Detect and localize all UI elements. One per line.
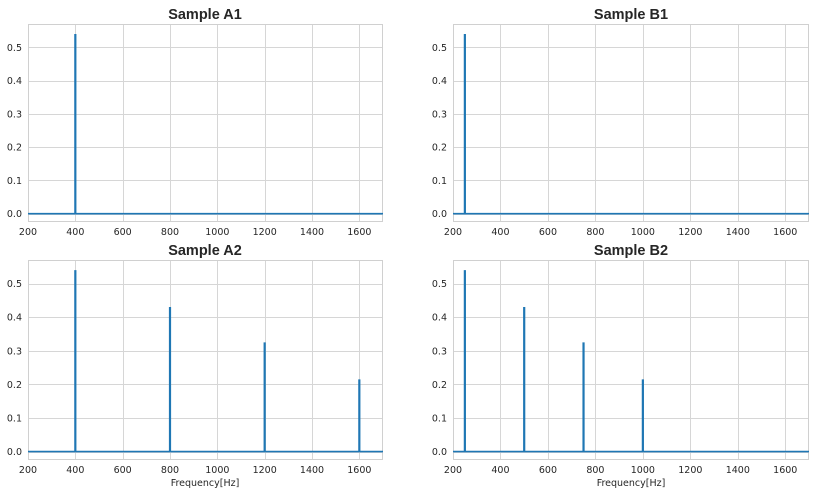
subplot-sample-a1: 200 400 600 800 1000 1200 1400 1600 0.0 0.1 0.2 0.3… [7,7,383,238]
y-tick-label: 0.2 [7,380,22,391]
subplot-sample-a2: 200 400 600 800 1000 1200 1400 1600 0.0 0.1 0.2 0.3… [7,243,383,489]
y-tick-label: 0.3 [432,346,447,357]
x-tick-label: 800 [586,227,604,238]
y-tick-label: 0.4 [432,76,447,87]
y-tick-label: 0.4 [7,76,22,87]
y-tick-label: 0.2 [432,380,447,391]
y-tick-label: 0.0 [7,209,22,220]
x-tick-label: 200 [444,227,462,238]
x-tick-label: 800 [161,465,179,476]
x-axis-label: Frequency[Hz] [597,478,666,489]
subplot-sample-b1: 200 400 600 800 1000 1200 1400 1600 0.0 0.1 0.2 0.3… [432,7,809,238]
chart-title: Sample B1 [594,7,668,23]
y-tick-label: 0.2 [7,143,22,154]
x-tick-label: 200 [19,227,37,238]
y-tick-label: 0.5 [7,43,22,54]
x-tick-label: 800 [586,465,604,476]
y-tick-label: 0.0 [432,209,447,220]
x-tick-label: 1200 [678,227,702,238]
x-axis-label: Frequency[Hz] [171,478,240,489]
x-tick-label: 1600 [347,227,371,238]
axes-frame [28,24,383,222]
x-tick-label: 400 [66,227,84,238]
y-tick-label: 0.1 [432,413,447,424]
plot-area: 200 400 600 800 1000 1200 1400 1600 0.0 0.1 0.2 0.3… [432,260,809,476]
chart-title: Sample B2 [594,243,668,259]
y-tick-label: 0.1 [7,176,22,187]
chart-title: Sample A2 [168,243,242,259]
y-tick-label: 0.3 [7,346,22,357]
x-tick-label: 1400 [300,227,324,238]
y-tick-label: 0.0 [432,447,447,458]
x-tick-label: 600 [114,465,132,476]
x-tick-label: 1400 [726,227,750,238]
y-tick-label: 0.1 [432,176,447,187]
x-tick-label: 400 [491,465,509,476]
x-tick-label: 600 [539,465,557,476]
plot-area: 200 400 600 800 1000 1200 1400 1600 0.0 0.1 0.2 0.3… [7,24,383,238]
axes-frame [28,260,383,460]
y-tick-label: 0.1 [7,413,22,424]
y-tick-label: 0.3 [432,109,447,120]
x-tick-label: 1600 [347,465,371,476]
x-tick-label: 400 [491,227,509,238]
x-tick-label: 1000 [631,227,655,238]
x-tick-label: 200 [19,465,37,476]
chart-title: Sample A1 [168,7,242,23]
x-tick-label: 1600 [773,227,797,238]
x-tick-label: 1200 [253,465,277,476]
x-tick-label: 1000 [631,465,655,476]
y-tick-label: 0.5 [7,279,22,290]
x-tick-label: 600 [539,227,557,238]
y-tick-label: 0.2 [432,143,447,154]
x-tick-label: 1000 [205,465,229,476]
y-tick-label: 0.3 [7,109,22,120]
x-tick-label: 1200 [253,227,277,238]
y-tick-label: 0.4 [432,313,447,324]
y-tick-label: 0.5 [432,279,447,290]
axes-frame [453,260,809,460]
subplot-sample-b2: 200 400 600 800 1000 1200 1400 1600 0.0 0.1 0.2 0.3… [432,243,809,489]
y-tick-label: 0.4 [7,313,22,324]
y-tick-label: 0.5 [432,43,447,54]
x-tick-label: 200 [444,465,462,476]
x-tick-label: 600 [114,227,132,238]
x-tick-label: 1000 [205,227,229,238]
plot-area: 200 400 600 800 1000 1200 1400 1600 0.0 0.1 0.2 0.3… [7,260,383,476]
x-tick-label: 1200 [678,465,702,476]
x-tick-label: 1400 [300,465,324,476]
x-tick-label: 1400 [726,465,750,476]
y-tick-label: 0.0 [7,447,22,458]
axes-frame [453,24,809,222]
x-tick-label: 400 [66,465,84,476]
plot-area: 200 400 600 800 1000 1200 1400 1600 0.0 0.1 0.2 0.3… [432,24,809,238]
x-tick-label: 1600 [773,465,797,476]
x-tick-label: 800 [161,227,179,238]
